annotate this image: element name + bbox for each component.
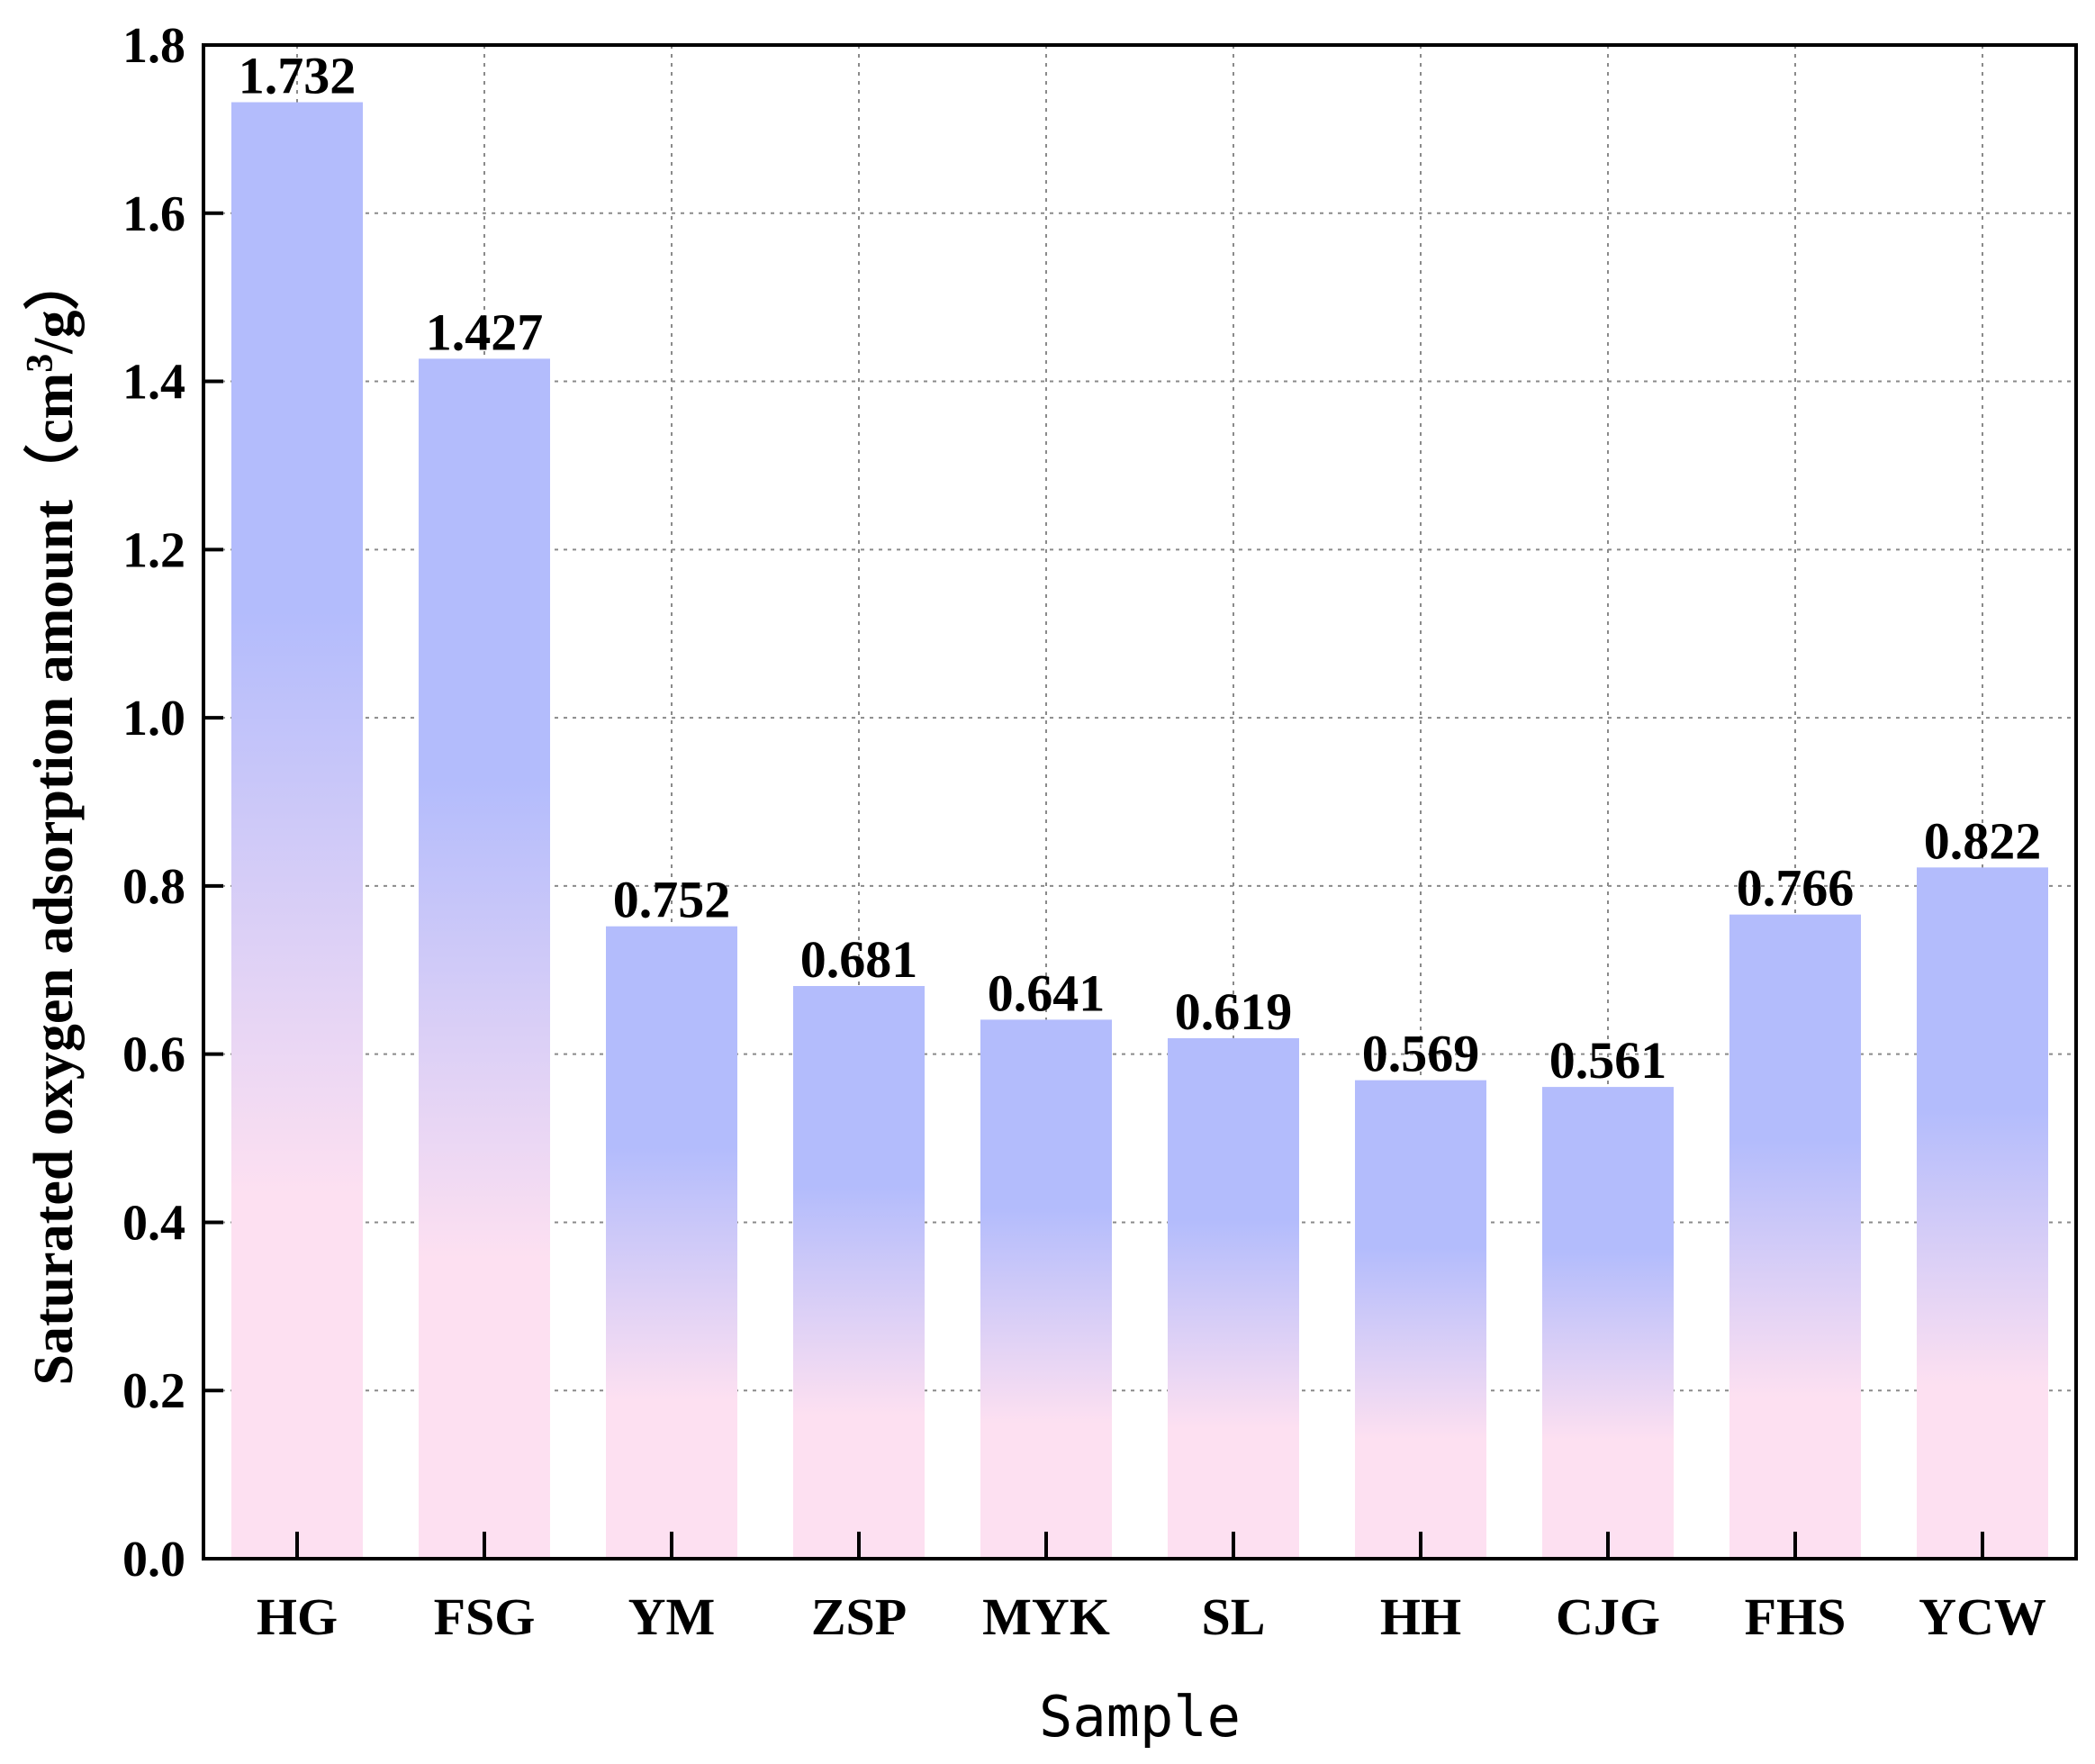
- bar-hh: [1355, 1080, 1486, 1559]
- y-axis-title-main: Saturated oxygen adsorption amount（cm: [22, 373, 85, 1386]
- y-tick-label-1.0: 1.0: [122, 691, 185, 746]
- x-tick-label-fsg: FSG: [434, 1588, 536, 1646]
- y-tick-label-1.8: 1.8: [122, 18, 185, 74]
- y-axis-title-superscript: 3: [20, 354, 61, 373]
- x-tick-label-hg: HG: [257, 1588, 338, 1646]
- bars: [231, 102, 2048, 1560]
- x-tick-label-myk: MYK: [982, 1588, 1110, 1646]
- data-label-fsg: 1.427: [426, 303, 544, 361]
- bar-fsg: [419, 358, 550, 1559]
- bar-fhs: [1729, 914, 1861, 1559]
- x-tick-label-fhs: FHS: [1745, 1588, 1847, 1646]
- bar-zsp: [793, 986, 925, 1559]
- y-tick-label-1.2: 1.2: [122, 522, 185, 578]
- data-label-sl: 0.619: [1175, 982, 1293, 1041]
- bar-hg: [231, 102, 363, 1560]
- bar-myk: [980, 1019, 1112, 1559]
- axis-ticks: [203, 43, 1984, 1560]
- data-label-fhs: 0.766: [1737, 859, 1855, 918]
- plot-border: [202, 43, 2078, 1560]
- labels: 1.732 1.427 0.752 0.681 0.641 0.619 0.569 0.561…: [20, 18, 2046, 1750]
- data-label-myk: 0.641: [988, 963, 1106, 1022]
- data-label-hg: 1.732: [239, 47, 357, 105]
- x-tick-label-ym: YM: [628, 1588, 716, 1646]
- data-label-zsp: 0.681: [800, 930, 918, 989]
- x-tick-label-ycw: YCW: [1919, 1588, 2046, 1646]
- y-tick-label-0.0: 0.0: [122, 1532, 185, 1588]
- plot-frame: [202, 43, 2078, 1560]
- y-tick-label-0.2: 0.2: [122, 1363, 185, 1419]
- data-label-ym: 0.752: [613, 871, 731, 929]
- y-tick-label-0.6: 0.6: [122, 1027, 185, 1083]
- x-tick-label-sl: SL: [1202, 1588, 1266, 1646]
- data-label-cjg: 0.561: [1549, 1031, 1667, 1090]
- y-tick-label-1.4: 1.4: [122, 355, 185, 411]
- y-tick-label-1.6: 1.6: [122, 186, 185, 242]
- data-label-ycw: 0.822: [1924, 811, 2042, 870]
- bar-ym: [606, 926, 737, 1559]
- bar-ycw: [1917, 867, 2048, 1559]
- y-tick-label-0.8: 0.8: [122, 859, 185, 915]
- data-label-hh: 0.569: [1362, 1025, 1480, 1083]
- x-axis-title: Sample: [1039, 1684, 1241, 1750]
- x-tick-label-zsp: ZSP: [811, 1588, 907, 1646]
- x-tick-label-hh: HH: [1380, 1588, 1461, 1646]
- y-tick-label-0.4: 0.4: [122, 1195, 185, 1251]
- y-axis-title: Saturated oxygen adsorption amount（cm3/g…: [20, 255, 85, 1386]
- bar-sl: [1168, 1037, 1299, 1559]
- x-tick-label-cjg: CJG: [1556, 1588, 1660, 1646]
- bar-cjg: [1542, 1087, 1674, 1559]
- y-axis-title-unit: /g）: [22, 255, 85, 355]
